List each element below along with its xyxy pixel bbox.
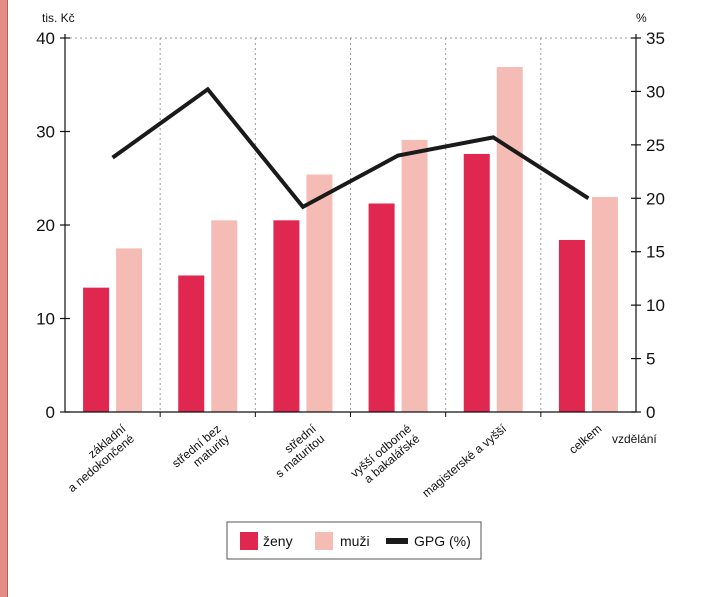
legend-label-gpg: GPG (%) (414, 533, 471, 549)
bar-muzi (211, 220, 238, 412)
bar-zeny (178, 275, 205, 412)
legend-swatch-gpg (386, 538, 408, 544)
y-left-tick-label: 30 (36, 123, 55, 142)
bars (83, 66, 618, 413)
bar-zeny (273, 220, 300, 412)
y-right-tick-label: 5 (646, 350, 655, 369)
axes: 0 10 20 30 40 0 5 10 15 20 25 30 35 (36, 29, 665, 422)
left-border-strip (0, 0, 8, 597)
y-right-tick-label: 10 (646, 296, 665, 315)
category-label: celkem (566, 422, 604, 457)
y-left-tick-label: 0 (46, 403, 55, 422)
bar-zeny (463, 153, 490, 412)
y-right-tick-label: 20 (646, 189, 665, 208)
category-label: magisterské a vyšší (419, 421, 509, 500)
x-axis-label: vzdělání (612, 432, 657, 446)
legend-swatch-zeny (240, 532, 258, 550)
y-right-tick-label: 30 (646, 82, 665, 101)
legend-label-muzi: muži (340, 533, 370, 549)
y-right-unit-label: % (636, 11, 647, 25)
category-label-line: celkem (566, 422, 604, 457)
y-left-tick-label: 20 (36, 216, 55, 235)
y-left-unit-label: tis. Kč (42, 11, 75, 25)
bar-muzi (496, 66, 523, 413)
bar-zeny (368, 203, 395, 412)
y-right-tick-label: 0 (646, 403, 655, 422)
legend-label-zeny: ženy (263, 533, 293, 549)
y-right-tick-label: 15 (646, 243, 665, 262)
bar-zeny (83, 287, 110, 412)
gpg-line (111, 86, 590, 210)
gpg-line-layer (111, 86, 590, 210)
bar-muzi (306, 174, 333, 412)
bar-muzi (116, 248, 143, 412)
category-label-line: magisterské a vyšší (419, 421, 509, 500)
bar-zeny (558, 239, 585, 412)
legend-box (226, 521, 482, 560)
y-left-tick-label: 40 (36, 29, 55, 48)
bar-muzi (401, 139, 428, 413)
grid-lines (65, 37, 636, 412)
legend-swatch-muzi (315, 532, 333, 550)
bar-muzi (591, 196, 618, 412)
y-right-tick-label: 25 (646, 136, 665, 155)
y-right-tick-label: 35 (646, 29, 665, 48)
legend: ženy muži GPG (%) (226, 521, 482, 560)
y-left-tick-label: 10 (36, 310, 55, 329)
